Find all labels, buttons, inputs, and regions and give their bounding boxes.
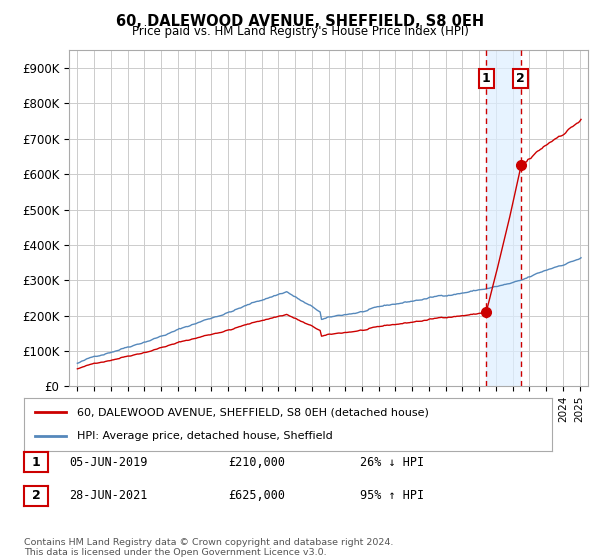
Text: 95% ↑ HPI: 95% ↑ HPI <box>360 489 424 502</box>
Text: 28-JUN-2021: 28-JUN-2021 <box>69 489 148 502</box>
Text: 2: 2 <box>517 72 525 85</box>
Text: HPI: Average price, detached house, Sheffield: HPI: Average price, detached house, Shef… <box>77 431 332 441</box>
Text: £210,000: £210,000 <box>228 455 285 469</box>
Text: Price paid vs. HM Land Registry's House Price Index (HPI): Price paid vs. HM Land Registry's House … <box>131 25 469 38</box>
Bar <box>487 50 521 386</box>
Text: 60, DALEWOOD AVENUE, SHEFFIELD, S8 0EH (detached house): 60, DALEWOOD AVENUE, SHEFFIELD, S8 0EH (… <box>77 408 428 418</box>
Text: 60, DALEWOOD AVENUE, SHEFFIELD, S8 0EH: 60, DALEWOOD AVENUE, SHEFFIELD, S8 0EH <box>116 14 484 29</box>
Text: 1: 1 <box>482 72 491 85</box>
Text: 05-JUN-2019: 05-JUN-2019 <box>69 455 148 469</box>
Text: 26% ↓ HPI: 26% ↓ HPI <box>360 455 424 469</box>
Text: 1: 1 <box>32 455 40 469</box>
Text: £625,000: £625,000 <box>228 489 285 502</box>
Text: Contains HM Land Registry data © Crown copyright and database right 2024.
This d: Contains HM Land Registry data © Crown c… <box>24 538 394 557</box>
Text: 2: 2 <box>32 489 40 502</box>
